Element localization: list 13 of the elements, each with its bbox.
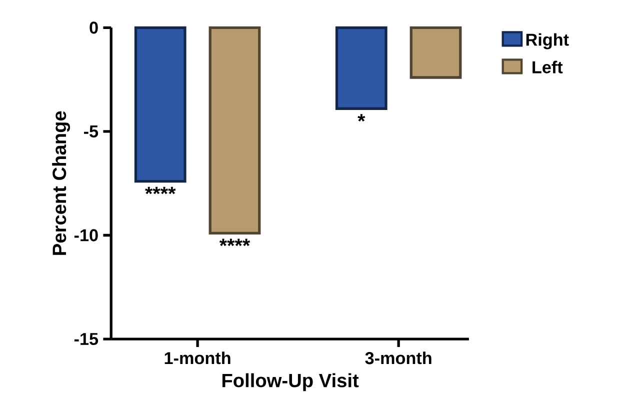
legend-label: Left — [532, 60, 563, 74]
y-tick-label: -5 — [84, 125, 98, 138]
y-tick-label: -10 — [74, 229, 98, 242]
x-tick-label: 1-month — [164, 351, 230, 364]
legend-label: Right — [526, 33, 569, 50]
x-tick-label: 3-month — [365, 351, 432, 364]
annotation: **** — [145, 186, 176, 194]
y-axis-title: Percent Change — [52, 111, 70, 255]
x-axis-title: Follow-Up Visit — [222, 373, 359, 391]
y-tick-label: -15 — [74, 332, 98, 345]
y-tick-label: 0 — [90, 21, 98, 34]
annotation: * — [358, 114, 366, 122]
annotation: **** — [219, 238, 250, 246]
